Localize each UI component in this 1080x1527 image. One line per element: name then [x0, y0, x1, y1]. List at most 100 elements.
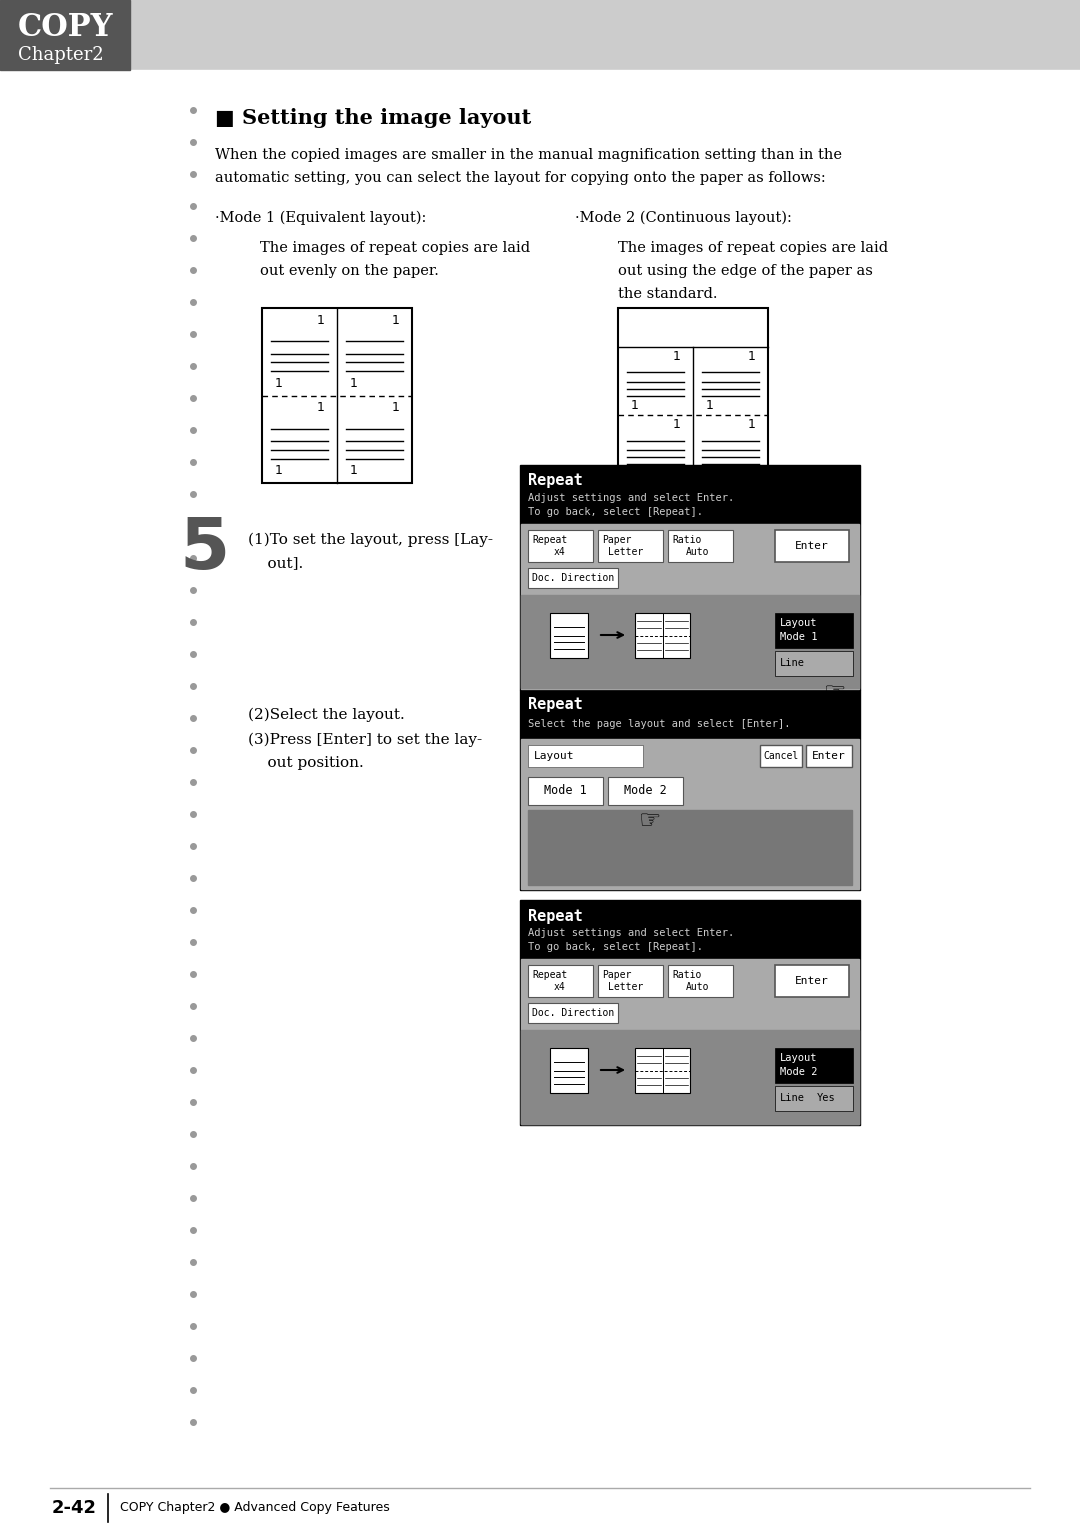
- Text: Repeat: Repeat: [532, 534, 567, 545]
- Text: 2-42: 2-42: [52, 1500, 97, 1516]
- Text: Letter: Letter: [608, 982, 644, 993]
- Bar: [528, 568, 618, 588]
- Bar: [521, 596, 859, 689]
- Bar: [775, 612, 853, 647]
- Text: Enter: Enter: [795, 976, 828, 986]
- Text: 1: 1: [316, 313, 324, 327]
- Text: 5: 5: [180, 516, 230, 585]
- Text: Repeat: Repeat: [528, 909, 583, 924]
- Bar: [521, 739, 859, 889]
- Text: Enter: Enter: [812, 751, 846, 760]
- Bar: [760, 745, 802, 767]
- Bar: [519, 690, 860, 890]
- Text: Repeat: Repeat: [528, 473, 583, 489]
- Text: 1: 1: [673, 418, 680, 431]
- Bar: [550, 612, 588, 658]
- Text: Cancel: Cancel: [764, 751, 798, 760]
- Text: Repeat: Repeat: [528, 696, 583, 712]
- Text: Select the page layout and select [Enter].: Select the page layout and select [Enter…: [528, 719, 791, 728]
- Text: Auto: Auto: [686, 982, 710, 993]
- Text: To go back, select [Repeat].: To go back, select [Repeat].: [528, 507, 703, 518]
- Text: Enter: Enter: [795, 541, 828, 551]
- Text: Paper: Paper: [602, 970, 632, 980]
- Text: automatic setting, you can select the layout for copying onto the paper as follo: automatic setting, you can select the la…: [215, 171, 826, 185]
- Text: Doc. Direction: Doc. Direction: [532, 573, 615, 583]
- Bar: [550, 1048, 588, 1093]
- Bar: [775, 651, 853, 676]
- Bar: [0, 0, 130, 70]
- Text: 1: 1: [392, 402, 400, 414]
- Bar: [669, 965, 733, 997]
- Bar: [775, 1086, 853, 1112]
- Text: Ratio: Ratio: [672, 970, 701, 980]
- Text: Auto: Auto: [686, 547, 710, 557]
- Bar: [521, 524, 859, 689]
- Text: Doc. Direction: Doc. Direction: [532, 1008, 615, 1019]
- Bar: [519, 899, 860, 1125]
- Bar: [598, 530, 663, 562]
- Text: Layout: Layout: [534, 751, 575, 760]
- Text: x4: x4: [554, 982, 566, 993]
- Text: 1: 1: [673, 350, 680, 362]
- Text: COPY: COPY: [18, 12, 113, 43]
- Text: 1: 1: [392, 313, 400, 327]
- Bar: [521, 466, 859, 524]
- Bar: [775, 965, 849, 997]
- Bar: [521, 1031, 859, 1124]
- Text: 1: 1: [350, 377, 357, 389]
- Text: Ratio: Ratio: [672, 534, 701, 545]
- Text: Mode 1: Mode 1: [780, 632, 818, 641]
- Bar: [635, 1048, 690, 1093]
- Text: Layout: Layout: [780, 618, 818, 628]
- Text: Chapter2: Chapter2: [18, 46, 104, 64]
- Text: Line: Line: [780, 658, 805, 667]
- Text: 1: 1: [747, 350, 755, 362]
- Text: ☞: ☞: [824, 681, 847, 705]
- Bar: [528, 809, 852, 886]
- Bar: [806, 745, 852, 767]
- Text: Layout: Layout: [780, 1054, 818, 1063]
- Bar: [528, 965, 593, 997]
- Text: Mode 2: Mode 2: [780, 1067, 818, 1077]
- Bar: [635, 612, 690, 658]
- Text: Paper: Paper: [602, 534, 632, 545]
- Bar: [528, 1003, 618, 1023]
- Text: COPY Chapter2 ● Advanced Copy Features: COPY Chapter2 ● Advanced Copy Features: [120, 1501, 390, 1515]
- Bar: [528, 745, 643, 767]
- Text: ·Mode 2 (Continuous layout):: ·Mode 2 (Continuous layout):: [575, 211, 792, 224]
- Bar: [519, 466, 860, 690]
- Bar: [521, 692, 859, 739]
- Text: ■ Setting the image layout: ■ Setting the image layout: [215, 108, 531, 128]
- Text: ☞: ☞: [638, 809, 661, 834]
- Bar: [521, 959, 859, 1124]
- Text: out].: out].: [248, 556, 303, 570]
- Text: 1: 1: [316, 402, 324, 414]
- Text: out position.: out position.: [248, 756, 364, 770]
- Text: Mode 2: Mode 2: [623, 785, 666, 797]
- Text: out using the edge of the paper as: out using the edge of the paper as: [618, 264, 873, 278]
- Text: Line: Line: [780, 1093, 805, 1102]
- Text: out evenly on the paper.: out evenly on the paper.: [260, 264, 438, 278]
- Text: When the copied images are smaller in the manual magnification setting than in t: When the copied images are smaller in th…: [215, 148, 842, 162]
- Bar: [262, 308, 411, 483]
- Text: 1: 1: [350, 464, 357, 478]
- Text: 1: 1: [705, 399, 714, 412]
- Text: 1: 1: [274, 377, 283, 389]
- Text: 1: 1: [631, 399, 638, 412]
- Text: To go back, select [Repeat].: To go back, select [Repeat].: [528, 942, 703, 951]
- Text: Letter: Letter: [608, 547, 644, 557]
- Text: (3)Press [Enter] to set the lay-: (3)Press [Enter] to set the lay-: [248, 733, 482, 747]
- Text: ·Mode 1 (Equivalent layout):: ·Mode 1 (Equivalent layout):: [215, 211, 427, 224]
- Text: The images of repeat copies are laid: The images of repeat copies are laid: [260, 241, 530, 255]
- Bar: [775, 530, 849, 562]
- Text: the standard.: the standard.: [618, 287, 717, 301]
- Bar: [528, 530, 593, 562]
- Text: (2)Select the layout.: (2)Select the layout.: [248, 709, 405, 722]
- Text: The images of repeat copies are laid: The images of repeat copies are laid: [618, 241, 888, 255]
- Text: x4: x4: [554, 547, 566, 557]
- Text: 1: 1: [631, 467, 638, 479]
- Bar: [521, 901, 859, 959]
- Text: Mode 1: Mode 1: [543, 785, 586, 797]
- Text: Repeat: Repeat: [532, 970, 567, 980]
- Text: 1: 1: [747, 418, 755, 431]
